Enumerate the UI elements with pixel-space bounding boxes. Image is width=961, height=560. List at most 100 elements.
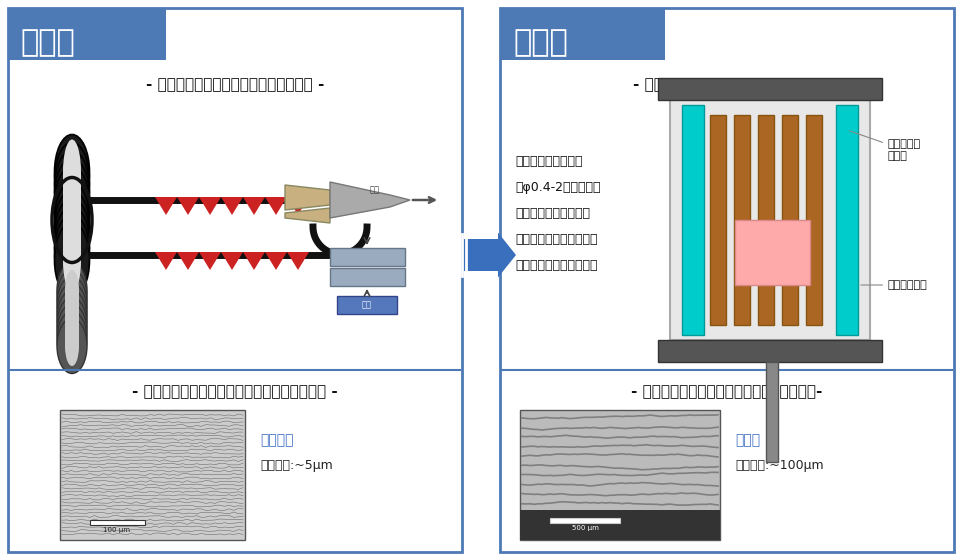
- Ellipse shape: [62, 171, 81, 236]
- FancyArrow shape: [461, 232, 515, 278]
- Ellipse shape: [65, 291, 79, 331]
- Ellipse shape: [62, 195, 81, 260]
- Bar: [757, 115, 774, 325]
- Bar: [550, 518, 619, 523]
- Text: - 伸線工程など複数回の熱間加工が必要 -: - 伸線工程など複数回の熱間加工が必要 -: [146, 77, 324, 92]
- Ellipse shape: [62, 227, 81, 292]
- Ellipse shape: [65, 326, 79, 366]
- Bar: [734, 220, 809, 285]
- Text: 新技術: 新技術: [734, 433, 759, 447]
- Text: 結晶粒径:~100μm: 結晶粒径:~100μm: [734, 459, 823, 472]
- Text: バリ: バリ: [361, 301, 372, 310]
- Bar: [765, 362, 777, 462]
- Text: - １工程で材料溶解と目標線径加工が可能 -: - １工程で材料溶解と目標線径加工が可能 -: [632, 77, 820, 92]
- Ellipse shape: [55, 166, 89, 241]
- Text: 形状制御用
るつぼ: 形状制御用 るつぼ: [849, 131, 921, 161]
- Polygon shape: [199, 252, 221, 270]
- Text: ダイ: ダイ: [370, 185, 380, 194]
- Ellipse shape: [57, 283, 86, 338]
- Text: 新技法: 新技法: [512, 29, 567, 58]
- Polygon shape: [264, 197, 286, 215]
- Polygon shape: [264, 252, 286, 270]
- Text: 従来法: 従来法: [20, 29, 75, 58]
- Text: ・形状制御作製可能: ・形状制御作製可能: [514, 155, 582, 168]
- Ellipse shape: [55, 190, 89, 265]
- Polygon shape: [221, 252, 243, 270]
- Text: ・φ0.4-2㎜まで対応: ・φ0.4-2㎜まで対応: [514, 181, 600, 194]
- Polygon shape: [330, 182, 409, 218]
- Ellipse shape: [62, 147, 81, 212]
- Bar: [336, 296, 397, 314]
- Ellipse shape: [55, 158, 89, 234]
- Bar: [520, 510, 719, 540]
- Ellipse shape: [55, 222, 89, 297]
- Polygon shape: [243, 252, 264, 270]
- Bar: [657, 78, 881, 100]
- Bar: [330, 248, 405, 266]
- Ellipse shape: [57, 311, 86, 366]
- Polygon shape: [243, 197, 264, 215]
- Ellipse shape: [55, 198, 89, 273]
- Ellipse shape: [57, 269, 86, 324]
- Bar: [805, 115, 821, 325]
- Text: 結晶粒径:~5μm: 結晶粒径:~5μm: [259, 459, 333, 472]
- Text: 100 μm: 100 μm: [104, 527, 131, 533]
- Ellipse shape: [55, 134, 89, 209]
- Polygon shape: [155, 252, 177, 270]
- Ellipse shape: [55, 151, 89, 226]
- Ellipse shape: [65, 284, 79, 324]
- Bar: [681, 105, 703, 335]
- Text: ・ランニングコスト低減: ・ランニングコスト低減: [514, 233, 597, 246]
- Bar: [90, 520, 145, 525]
- Ellipse shape: [62, 220, 81, 284]
- Text: - 結晶粒が小さい、消耗しやすく細線化に限界 -: - 結晶粒が小さい、消耗しやすく細線化に限界 -: [132, 385, 337, 399]
- Bar: [60, 410, 245, 540]
- Ellipse shape: [65, 298, 79, 338]
- Bar: [835, 105, 857, 335]
- Ellipse shape: [62, 203, 81, 268]
- Ellipse shape: [62, 180, 81, 245]
- Ellipse shape: [65, 270, 79, 310]
- Ellipse shape: [55, 214, 89, 290]
- Bar: [500, 8, 953, 552]
- Ellipse shape: [57, 291, 86, 346]
- Ellipse shape: [57, 277, 86, 332]
- Polygon shape: [284, 185, 330, 210]
- Text: 作製ワイヤー: 作製ワイヤー: [860, 280, 926, 290]
- Ellipse shape: [57, 297, 86, 352]
- Bar: [657, 340, 881, 362]
- Bar: [8, 8, 166, 60]
- Bar: [781, 115, 798, 325]
- Ellipse shape: [55, 142, 89, 217]
- Bar: [520, 410, 719, 540]
- Bar: [669, 100, 869, 340]
- Ellipse shape: [65, 277, 79, 317]
- Polygon shape: [177, 252, 199, 270]
- Bar: [733, 115, 750, 325]
- Ellipse shape: [62, 212, 81, 277]
- Text: ・高周波による速い溶解: ・高周波による速い溶解: [514, 259, 597, 272]
- Bar: [8, 8, 461, 552]
- Ellipse shape: [57, 319, 86, 374]
- Polygon shape: [284, 208, 330, 223]
- Text: ・装置の専有面積低減: ・装置の専有面積低減: [514, 207, 589, 220]
- Ellipse shape: [55, 183, 89, 258]
- Ellipse shape: [57, 305, 86, 360]
- Polygon shape: [286, 252, 308, 270]
- Polygon shape: [221, 197, 243, 215]
- Ellipse shape: [57, 263, 86, 318]
- Text: - 結晶粒が大きい、耐消耗や耐屈曲性が向上-: - 結晶粒が大きい、耐消耗や耐屈曲性が向上-: [630, 385, 822, 399]
- Ellipse shape: [62, 156, 81, 221]
- Bar: [709, 115, 726, 325]
- Ellipse shape: [55, 207, 89, 282]
- Polygon shape: [177, 197, 199, 215]
- Text: 従来技術: 従来技術: [259, 433, 293, 447]
- Ellipse shape: [65, 305, 79, 345]
- Ellipse shape: [65, 319, 79, 359]
- Ellipse shape: [65, 312, 79, 352]
- Ellipse shape: [62, 164, 81, 228]
- Bar: [330, 268, 405, 286]
- Text: 500 μm: 500 μm: [571, 525, 598, 531]
- Polygon shape: [155, 197, 177, 215]
- Bar: [500, 8, 664, 60]
